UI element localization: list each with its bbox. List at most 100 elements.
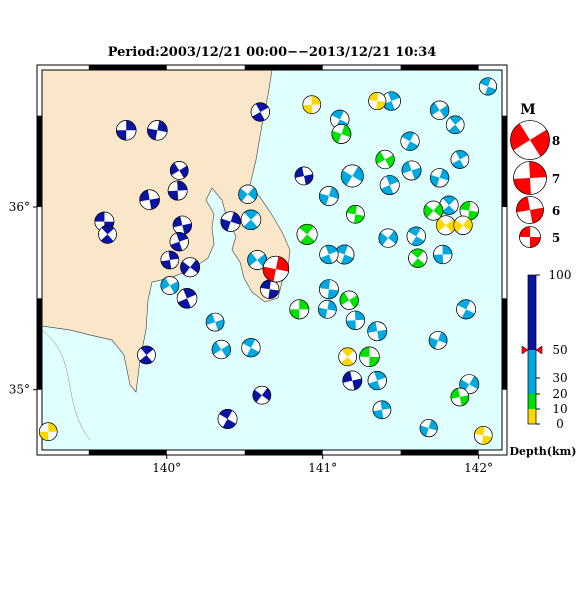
focal-mechanism (378, 228, 398, 248)
ball-outline (302, 95, 322, 115)
ball-quadrant (183, 288, 197, 299)
focal-mechanism (139, 189, 160, 210)
ball-outline (346, 205, 365, 224)
ball-quadrant (299, 224, 314, 235)
focal-mechanism (252, 385, 272, 405)
ball-quadrant (247, 187, 258, 201)
ball-quadrant (460, 201, 471, 211)
ball-quadrant (243, 219, 258, 230)
ball-outline (510, 120, 550, 160)
focal-mechanism (240, 209, 262, 231)
ball-outline (160, 250, 180, 270)
ball-outline (319, 279, 339, 300)
colorbar-segment (528, 409, 536, 424)
ball-quadrant (39, 431, 49, 441)
ball-outline (423, 200, 444, 221)
ball-quadrant (327, 289, 339, 299)
ball-outline (205, 312, 225, 332)
ball-outline (240, 209, 262, 231)
ball-quadrant (219, 409, 233, 419)
ball-outline (450, 387, 470, 407)
focal-mechanism (250, 102, 270, 122)
ball-quadrant (262, 266, 276, 282)
ball-outline (289, 299, 310, 320)
ball-quadrant (341, 347, 355, 357)
focal-mechanism (172, 215, 192, 235)
ball-outline (338, 347, 357, 367)
focal-mechanism (331, 124, 352, 144)
magnitude-legend-title: M (520, 102, 536, 118)
colorbar-segment (528, 394, 536, 409)
ball-quadrant (469, 376, 479, 390)
focal-mechanism (439, 195, 459, 215)
ball-outline (250, 102, 270, 122)
focal-mechanism (445, 115, 465, 135)
ball-quadrant (411, 258, 425, 268)
ball-quadrant (376, 101, 386, 110)
ball-quadrant (467, 210, 479, 220)
ball-quadrant (339, 292, 350, 306)
ball-outline (378, 228, 398, 248)
focal-mechanism (205, 312, 225, 332)
ball-quadrant (335, 244, 348, 255)
ball-quadrant (353, 214, 365, 224)
focal-mechanism (160, 250, 180, 270)
ball-quadrant (302, 104, 313, 114)
ball-quadrant (385, 175, 399, 186)
ball-quadrant (246, 347, 260, 357)
ball-quadrant (449, 115, 463, 125)
magnitude-legend-label: 6 (552, 204, 560, 218)
ball-quadrant (149, 197, 160, 210)
focal-mechanism (408, 248, 428, 268)
frame-band (244, 450, 323, 455)
focal-mechanism (167, 180, 188, 201)
ball-outline (342, 370, 363, 391)
ball-outline (459, 374, 480, 395)
ball-quadrant (147, 128, 158, 141)
focal-mechanism (211, 339, 231, 360)
ball-quadrant (331, 110, 345, 120)
ball-quadrant (375, 151, 386, 165)
ball-quadrant (516, 196, 530, 213)
focal-mechanism (430, 100, 450, 120)
focal-mechanism (340, 164, 364, 188)
ball-quadrant (373, 409, 384, 419)
ball-outline (430, 168, 450, 188)
ball-outline (180, 257, 201, 278)
ball-quadrant (430, 102, 440, 116)
ball-outline (401, 160, 422, 181)
ball-outline (169, 161, 189, 180)
ball-quadrant (260, 279, 271, 290)
ball-quadrant (261, 388, 271, 401)
ball-outline (252, 385, 272, 405)
colorbar-segment (528, 350, 536, 378)
ball-outline (296, 223, 318, 245)
x-tick-label: 141° (308, 461, 337, 475)
focal-mechanism (375, 149, 395, 170)
focal-mechanism (456, 299, 477, 320)
magnitude-legend-label: 5 (552, 231, 560, 245)
ball-outline (375, 149, 395, 170)
frame-band (244, 65, 323, 70)
ball-outline (450, 150, 470, 169)
ball-outline (359, 346, 380, 368)
ball-outline (319, 244, 339, 265)
focal-mechanism (318, 300, 337, 319)
ball-quadrant (530, 129, 550, 157)
ball-quadrant (457, 299, 471, 310)
ball-outline (372, 400, 392, 420)
ball-quadrant (247, 252, 258, 267)
ball-quadrant (378, 232, 389, 246)
ball-quadrant (100, 234, 114, 244)
ball-quadrant (94, 212, 105, 222)
focal-mechanism (289, 299, 310, 320)
ball-quadrant (410, 248, 424, 259)
ball-quadrant (170, 162, 180, 176)
ball-quadrant (340, 356, 354, 366)
ball-quadrant (190, 259, 200, 274)
ball-quadrant (303, 174, 313, 185)
ball-quadrant (450, 388, 460, 399)
ball-quadrant (459, 395, 469, 406)
ball-quadrant (380, 185, 394, 195)
ball-quadrant (221, 344, 231, 358)
